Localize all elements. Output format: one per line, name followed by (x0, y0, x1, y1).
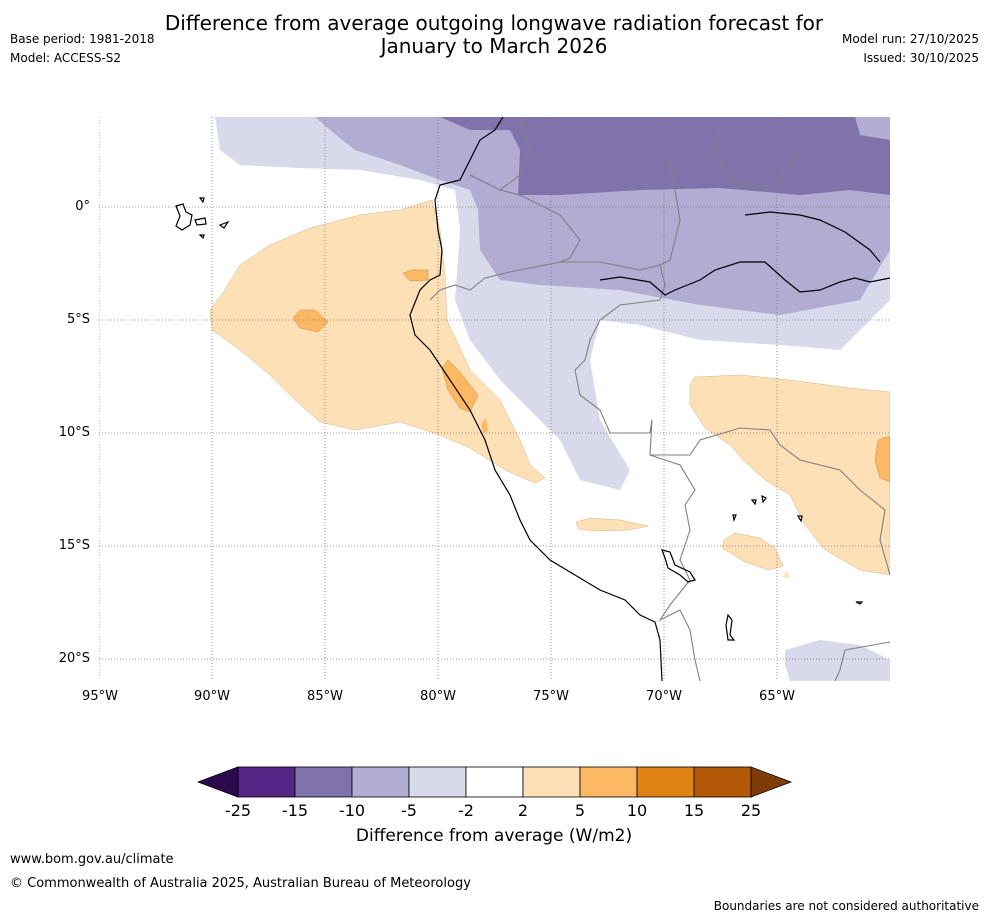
colorbar-bin-15-25 (693, 766, 752, 798)
colorbar-tick: -15 (281, 801, 309, 820)
colorbar-bin-2-5 (522, 766, 581, 798)
anomaly-field (99, 117, 890, 681)
region-p2-p5-pacific (209, 199, 546, 484)
colorbar-bin-minus5-minus2 (408, 766, 467, 798)
colorbar-extend-high (750, 766, 793, 798)
lon-tick-70w: 70°W (646, 689, 682, 704)
colorbar-bin-minus10-minus5 (351, 766, 410, 798)
colorbar-tick: -5 (401, 801, 417, 820)
lat-tick-5s: 5°S (66, 312, 90, 327)
map-title: Difference from average outgoing longwav… (0, 0, 988, 58)
lon-tick-75w: 75°W (533, 689, 569, 704)
lon-tick-80w: 80°W (420, 689, 456, 704)
model-name: Model: ACCESS-S2 (10, 51, 122, 65)
region-minus5-minus2-south (785, 640, 890, 681)
colorbar-bin-10-15 (636, 766, 695, 798)
colorbar-bin-minus2-2 (465, 766, 524, 798)
lon-tick-95w: 95°W (82, 689, 118, 704)
region-p5-p10-pacific-c (402, 269, 429, 282)
colorbar-bin-minus25-minus15 (237, 766, 296, 798)
boundary-disclaimer: Boundaries are not considered authoritat… (713, 899, 979, 913)
region-p5-p10-bolivia (874, 435, 890, 483)
lat-tick-20s: 20°S (58, 651, 90, 666)
region-p5-p10-pacific-a (292, 309, 329, 333)
title-line-2: January to March 2026 (380, 34, 608, 58)
lon-tick-85w: 85°W (307, 689, 343, 704)
colorbar (196, 766, 793, 798)
colorbar-bin-5-10 (579, 766, 638, 798)
colorbar-tick: 15 (683, 801, 705, 820)
region-p2-p5-andes-c (783, 570, 790, 578)
colorbar-extend-low (196, 766, 239, 798)
lat-tick-10s: 10°S (58, 425, 90, 440)
lat-tick-0: 0° (75, 199, 90, 214)
colorbar-tick: -25 (224, 801, 252, 820)
colorbar-tick: 5 (574, 801, 586, 820)
region-p2-p5-bolivia (689, 374, 890, 576)
lat-tick-15s: 15°S (58, 538, 90, 553)
colorbar-title: Difference from average (W/m2) (355, 826, 633, 846)
region-p2-p5-andes-a (575, 517, 649, 532)
lon-tick-90w: 90°W (194, 689, 230, 704)
colorbar-tick: -10 (338, 801, 366, 820)
colorbar-tick: -2 (458, 801, 474, 820)
colorbar-tick: 10 (626, 801, 648, 820)
lon-tick-65w: 65°W (759, 689, 795, 704)
region-minus15-minus10 (440, 117, 890, 195)
issued-date: Issued: 30/10/2025 (863, 51, 979, 65)
region-p5-p10-pacific-d (481, 418, 488, 434)
region-p5-p10-pacific-b (441, 359, 479, 413)
coastline (175, 117, 890, 681)
website-link[interactable]: www.bom.gov.au/climate (10, 852, 174, 867)
model-run: Model run: 27/10/2025 (841, 32, 979, 46)
title-line-1: Difference from average outgoing longwav… (164, 11, 824, 35)
region-p2-p5-andes-b (721, 532, 784, 571)
colorbar-tick: 2 (517, 801, 529, 820)
colorbar-tick: 25 (740, 801, 762, 820)
colorbar-bin-minus15-minus10 (294, 766, 353, 798)
base-period: Base period: 1981-2018 (10, 32, 155, 46)
copyright-notice: © Commonwealth of Australia 2025, Austra… (10, 876, 471, 891)
region-minus10-minus5-notch (855, 117, 890, 140)
